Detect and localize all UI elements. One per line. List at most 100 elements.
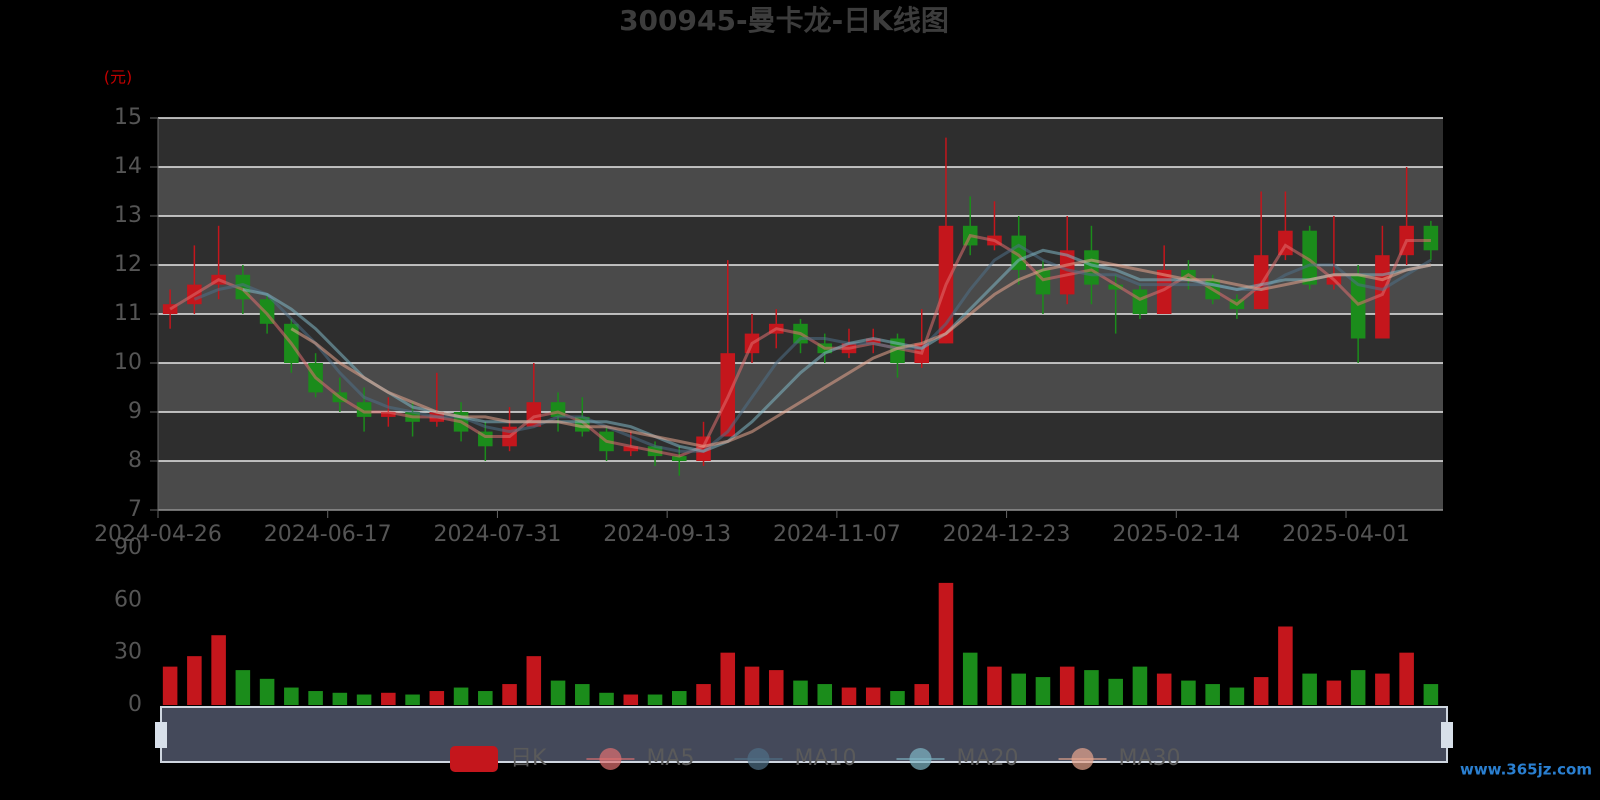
volume-bar: [502, 684, 517, 705]
y-tick-label: 15: [114, 105, 142, 130]
volume-bar: [938, 582, 954, 705]
volume-bar: [187, 656, 202, 705]
legend-label[interactable]: MA30: [1119, 746, 1181, 771]
volume-bar: [1132, 666, 1148, 705]
volume-bar: [162, 666, 178, 705]
volume-bar: [356, 694, 372, 705]
y-tick-label: 8: [128, 448, 142, 473]
volume-bar: [453, 687, 469, 705]
slider-handle[interactable]: [1441, 722, 1453, 748]
candle-body: [623, 446, 639, 452]
volume-bar: [1108, 678, 1123, 705]
volume-bar: [1302, 673, 1317, 705]
legend-swatch-dot: [599, 748, 622, 770]
volume-bar: [1253, 677, 1269, 705]
volume-bar: [235, 670, 251, 705]
slider-track: [160, 706, 1448, 763]
volume-bar: [768, 670, 784, 705]
volume-bar: [1375, 673, 1390, 705]
volume-bar: [1059, 666, 1075, 705]
volume-bar: [1205, 684, 1220, 705]
candle-body: [1132, 289, 1148, 314]
volume-bar: [1011, 673, 1026, 705]
x-tick-label: 2025-04-01: [1282, 522, 1410, 547]
volume-bar: [793, 680, 808, 705]
y-tick-label: 13: [114, 203, 142, 228]
volume-bar: [672, 691, 687, 705]
chart-title: 300945-曼卡龙-日K线图: [619, 4, 949, 37]
volume-bar: [720, 652, 736, 705]
volume-bar: [259, 678, 275, 705]
legend: 日K MA5 MA10 MA20 MA30: [450, 746, 1181, 772]
split-band: [158, 265, 1443, 314]
volume-bar: [1326, 680, 1342, 705]
volume-bar: [1423, 684, 1439, 705]
candle-body: [1059, 250, 1075, 295]
x-tick-label: 2025-02-14: [1112, 522, 1240, 547]
y-unit: (元): [104, 68, 133, 87]
volume-bar: [429, 691, 445, 705]
x-tick-label: 2024-07-31: [434, 522, 562, 547]
legend-label[interactable]: MA10: [794, 746, 856, 771]
x-tick-label: 2024-11-07: [773, 522, 901, 547]
candle-body: [381, 412, 396, 417]
ma-line: [290, 258, 1432, 448]
legend-swatch: [450, 746, 498, 772]
volume-bar: [744, 666, 760, 705]
candle-body: [1108, 284, 1123, 290]
volume-bar: [817, 684, 833, 705]
y-tick-label: 9: [128, 399, 142, 424]
volume-bar: [647, 694, 663, 705]
x-tick-label: 2024-06-17: [264, 522, 392, 547]
candle-body: [1011, 235, 1026, 270]
volume-bar: [914, 684, 929, 705]
legend-label[interactable]: 日K: [510, 746, 547, 771]
split-band: [158, 412, 1443, 461]
legend-label[interactable]: MA20: [957, 746, 1019, 771]
split-band: [158, 118, 1443, 167]
volume-bar: [962, 652, 978, 705]
volume-bar: [890, 691, 905, 705]
volume-bar: [696, 684, 711, 705]
volume-bar: [1278, 626, 1293, 705]
volume-bar: [1350, 670, 1366, 705]
volume-bar: [478, 691, 493, 705]
candle-body: [1302, 230, 1317, 285]
split-band: [158, 461, 1443, 510]
x-tick-label: 2024-12-23: [943, 522, 1071, 547]
y-tick-label: 14: [114, 154, 142, 179]
volume-bar: [599, 692, 614, 705]
volume: [162, 582, 1439, 705]
y-tick-label: 10: [114, 350, 142, 375]
volume-bar: [1084, 670, 1099, 705]
volume-tick-label: 90: [114, 535, 142, 560]
candle-body: [1423, 225, 1439, 251]
volume-bar: [308, 691, 323, 705]
x-tick-label: 2024-09-13: [603, 522, 731, 547]
legend-swatch-dot: [1071, 748, 1094, 770]
volume-bar: [381, 692, 396, 705]
volume-bar: [1229, 687, 1245, 705]
watermark: www.365jz.com: [1460, 761, 1592, 779]
volume-bar: [1156, 673, 1172, 705]
data-zoom-slider[interactable]: [155, 706, 1453, 763]
legend-label[interactable]: MA5: [646, 746, 694, 771]
volume-tick-label: 30: [114, 640, 142, 665]
volume-bar: [284, 687, 299, 705]
volume-bar: [987, 666, 1002, 705]
axes: 7 8 9 10 11 12 13 14 15 2024-04-26 2024-06-17 2024-…: [94, 105, 1443, 717]
y-tick-label: 7: [128, 497, 142, 522]
volume-bar: [405, 694, 420, 705]
candle-body: [1350, 274, 1366, 339]
x-tick-label: 2024-04-26: [94, 522, 222, 547]
volume-bar: [623, 694, 639, 705]
volume-bar: [1399, 652, 1414, 705]
candle-body: [672, 456, 687, 461]
ma-line: [169, 233, 1431, 458]
slider-handle[interactable]: [155, 722, 167, 748]
volume-bar: [1181, 680, 1196, 705]
volume-tick-label: 0: [128, 692, 142, 717]
volume-bar: [575, 684, 590, 705]
